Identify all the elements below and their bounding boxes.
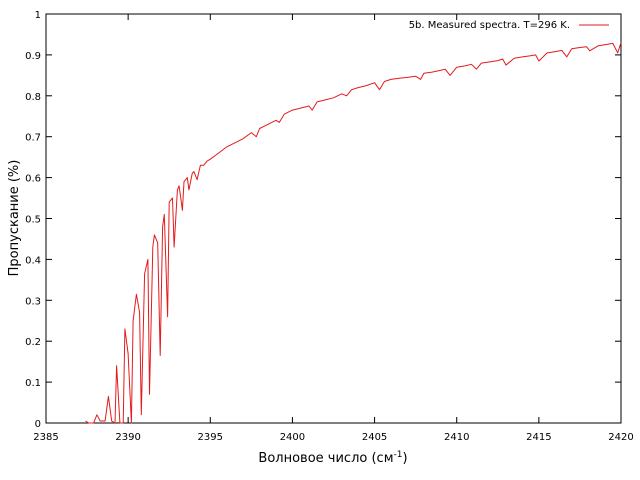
x-axis-title-main: Волновое число (см	[258, 451, 393, 466]
x-tick-label: 2405	[362, 432, 387, 443]
y-axis-title: Пропускание (%)	[7, 160, 22, 277]
y-tick-label: 0.1	[25, 378, 41, 389]
series-layer	[85, 42, 622, 424]
y-tick-label: 0.5	[25, 215, 41, 226]
series-line	[85, 42, 622, 424]
x-tick-label: 2390	[115, 432, 140, 443]
y-tick-label: 0.3	[25, 296, 41, 307]
x-tick-label: 2420	[608, 432, 633, 443]
y-tick-label: 0	[35, 419, 41, 430]
legend: 5b. Measured spectra. T=296 K.	[409, 20, 609, 31]
x-tick-label: 2395	[198, 432, 223, 443]
x-tick-label: 2400	[280, 432, 305, 443]
y-tick-label: 1	[35, 10, 41, 21]
y-tick-label: 0.2	[25, 337, 41, 348]
x-axis-title: Волновое число (см-1)	[258, 450, 407, 466]
x-tick-label: 2385	[33, 432, 58, 443]
y-tick-label: 0.9	[25, 51, 41, 62]
x-axis: 2385 2390 2395 2400 2405 2410 2415 2420	[33, 14, 634, 443]
x-tick-label: 2410	[444, 432, 469, 443]
y-axis: 0 0.1 0.2 0.3 0.4 0.5 0.6 0.7 0.8 0.9 1	[25, 10, 621, 430]
x-axis-title-sup: -1	[394, 450, 403, 460]
y-tick-label: 0.6	[25, 174, 41, 185]
y-tick-label: 0.8	[25, 92, 41, 103]
legend-label: 5b. Measured spectra. T=296 K.	[409, 20, 570, 31]
y-tick-label: 0.7	[25, 133, 41, 144]
x-axis-title-tail: )	[402, 451, 407, 466]
x-tick-label: 2415	[526, 432, 551, 443]
y-tick-label: 0.4	[25, 255, 41, 266]
